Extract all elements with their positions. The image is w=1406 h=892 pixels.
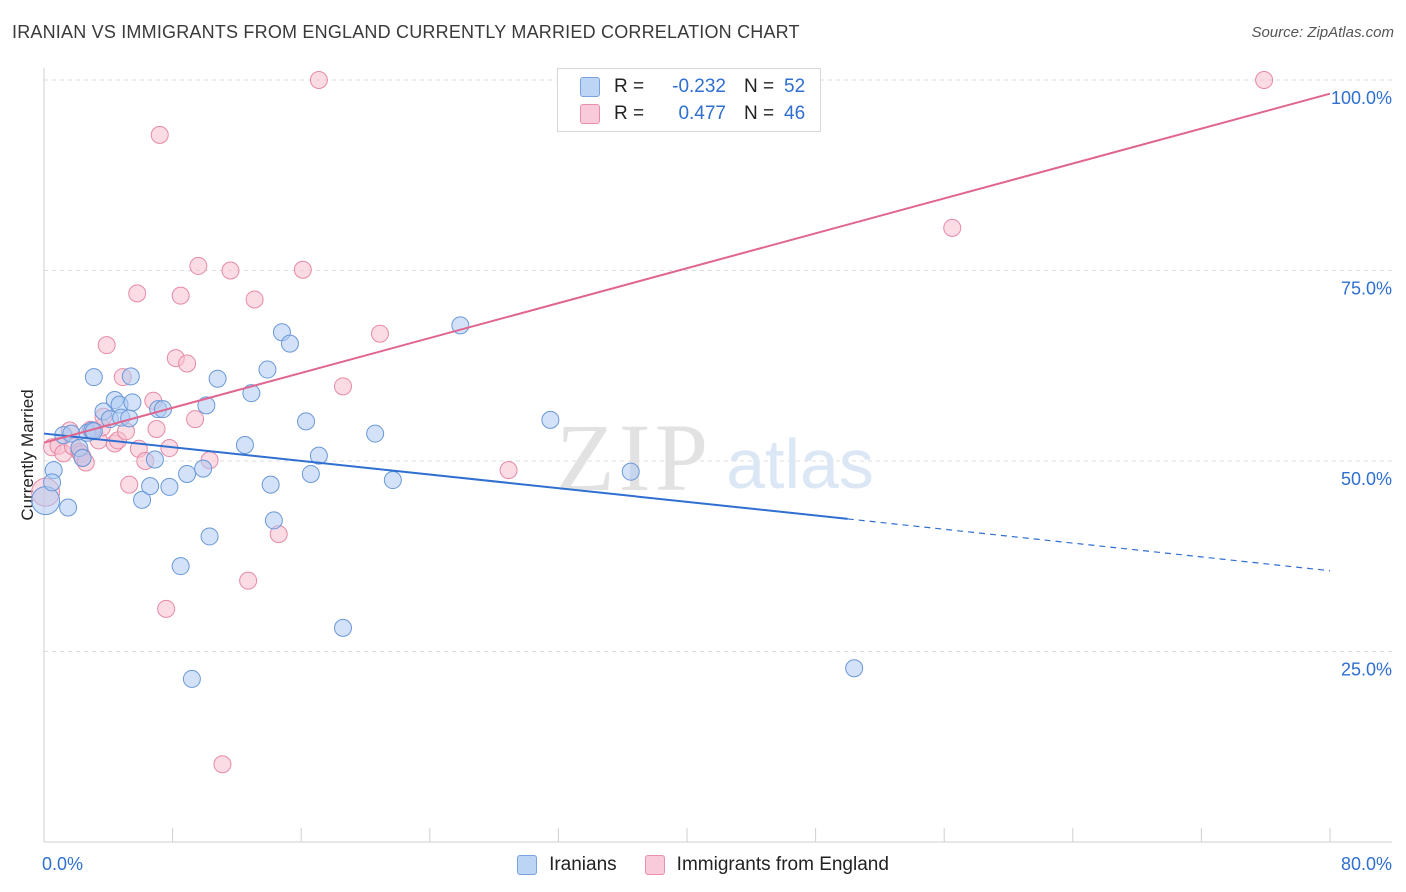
data-point (208, 369, 227, 388)
y-tick-label: 75.0% (1341, 279, 1392, 299)
data-point (621, 462, 640, 481)
data-point (157, 599, 176, 618)
data-point (31, 486, 61, 516)
data-point (84, 368, 103, 387)
x-tick-label: 0.0% (42, 854, 83, 874)
legend-n-label: N = (744, 76, 775, 97)
data-point (221, 261, 240, 280)
data-point (145, 450, 164, 469)
data-point (366, 424, 385, 443)
legend-n-value: 46 (784, 103, 806, 124)
legend-swatch-england (580, 104, 600, 124)
data-point (1255, 71, 1274, 89)
y-tick-label: 100.0% (1331, 88, 1392, 108)
legend-n-label: N = (744, 103, 775, 124)
data-point (499, 461, 518, 480)
y-tick-label: 25.0% (1341, 660, 1392, 680)
data-point (245, 290, 264, 309)
legend-row-iranians: R = -0.232 N = 52 (580, 75, 805, 99)
data-point (171, 286, 190, 305)
data-point (333, 377, 352, 396)
data-point (59, 498, 78, 517)
data-point (150, 125, 169, 144)
data-point (123, 393, 142, 412)
x-tick-label: 80.0% (1341, 854, 1392, 874)
data-point (200, 527, 219, 546)
data-point (943, 218, 962, 237)
data-point (171, 557, 190, 576)
legend-r-value: -0.232 (672, 76, 726, 97)
data-point (182, 669, 201, 688)
y-tick-label: 50.0% (1341, 469, 1392, 489)
legend-n-value: 52 (784, 76, 806, 97)
data-point (153, 400, 172, 419)
legend-item-england[interactable]: Immigrants from England (644, 854, 889, 876)
data-point (97, 336, 116, 355)
data-point (160, 477, 179, 496)
watermark-zip: ZIP (556, 404, 712, 511)
data-point (189, 256, 208, 275)
watermark: ZIP atlas (556, 404, 874, 511)
data-point (258, 360, 277, 379)
legend-label-iranians: Iranians (549, 854, 617, 875)
data-point (264, 511, 283, 530)
watermark-atlas: atlas (726, 425, 874, 503)
data-point (541, 410, 560, 429)
data-point (128, 284, 147, 303)
data-point (121, 367, 140, 386)
correlation-legend: R = -0.232 N = 52 R = 0.477 N = 46 (557, 68, 821, 132)
data-point (845, 659, 864, 678)
data-point (194, 459, 213, 478)
legend-r-value: 0.477 (678, 103, 726, 124)
series-legend: Iranians Immigrants from England (0, 852, 1406, 878)
data-point (261, 475, 280, 494)
legend-r-label: R = (614, 76, 645, 97)
data-point (301, 464, 320, 483)
chart-title: IRANIAN VS IMMIGRANTS FROM ENGLAND CURRE… (12, 22, 800, 42)
data-point (451, 316, 470, 335)
legend-swatch-iranians (580, 77, 600, 97)
data-point (141, 477, 160, 496)
data-point (333, 618, 352, 637)
data-point (309, 446, 328, 465)
data-point (235, 435, 254, 454)
data-point (197, 396, 216, 415)
data-point (178, 464, 197, 483)
data-point (242, 384, 261, 403)
gridlines (44, 79, 1392, 652)
legend-swatch-england (644, 855, 665, 875)
data-point (383, 471, 402, 490)
data-point (120, 475, 139, 494)
data-point (43, 473, 62, 492)
legend-swatch-iranians (517, 855, 538, 875)
tick-labels: 25.0% 50.0% 75.0% 100.0% 0.0% 80.0% (42, 88, 1392, 874)
trend-line-iranians (43, 432, 848, 520)
data-point (133, 490, 152, 509)
legend-item-iranians[interactable]: Iranians (517, 854, 617, 876)
legend-row-england: R = 0.477 N = 46 (580, 102, 805, 126)
axes (43, 68, 1392, 843)
data-point (309, 71, 328, 89)
trend-line-iranians-extension (847, 518, 1331, 572)
data-point (147, 419, 166, 438)
legend-r-label: R = (614, 103, 645, 124)
data-point (280, 334, 299, 353)
trend-line-england (43, 92, 1331, 444)
data-point (213, 755, 232, 774)
data-point (239, 571, 258, 590)
series-iranians-points (31, 316, 864, 688)
legend-label-england: Immigrants from England (676, 854, 889, 875)
data-point (297, 412, 316, 431)
data-point (370, 324, 389, 343)
data-point (293, 260, 312, 279)
source-note: Source: ZipAtlas.com (1251, 24, 1394, 41)
data-point (178, 354, 197, 373)
data-point (186, 410, 205, 429)
data-point (73, 448, 92, 467)
trend-lines (43, 92, 1331, 572)
